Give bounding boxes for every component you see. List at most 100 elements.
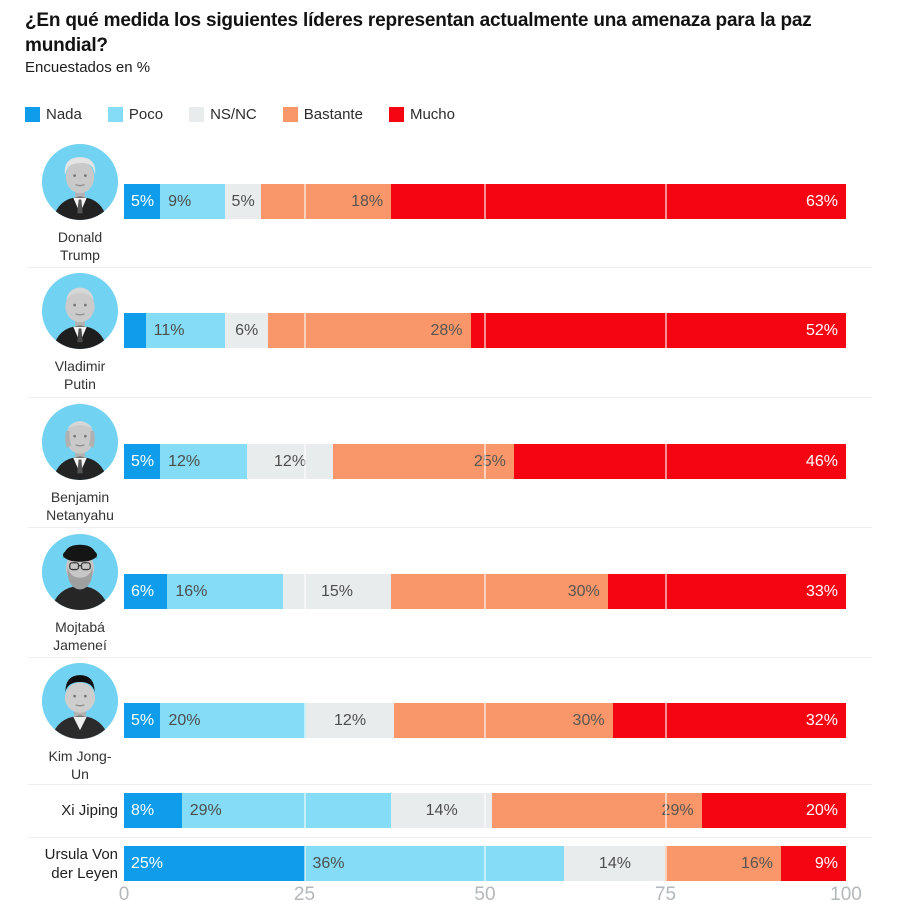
segment-nada: 5% [124,184,161,219]
person-portrait-icon [41,403,119,481]
segment-nada: 5% [124,703,161,738]
segment-poco: 16% [167,574,283,609]
gridline-75 [664,846,667,881]
segment-ns-nc: 6% [225,313,269,348]
segment-bastante: 29% [492,793,702,828]
gridline-75 [664,184,667,219]
value-label-bastante: 30% [567,582,600,600]
row-label-vladimir-putin: Vladimir Putin [54,358,106,392]
bar-vladimir-putin: 11% 6% 28% 52% [124,313,846,348]
person-portrait-icon [41,143,119,221]
portrait-benjamin-netanyahu [41,403,119,481]
segment-mucho: 9% [781,846,846,881]
value-label-bastante: 28% [430,321,463,339]
segment-nada: 5% [124,444,161,479]
value-label-poco: 11% [153,321,185,339]
segment-bastante: 25% [333,444,514,479]
value-label-nada: 5% [131,452,155,470]
row-label-ursula-von-der-leyen: Ursula Von der Leyen [44,846,118,882]
row-divider [28,837,872,838]
segment-mucho: 46% [513,444,846,479]
segment-nada: 6% [124,574,168,609]
x-tick-25: 25 [293,884,316,905]
value-label-mucho: 63% [805,192,838,210]
value-label-nada: 5% [131,192,155,210]
value-label-bastante: 16% [740,854,773,872]
segment-poco: 36% [304,846,565,881]
segment-ns-nc: 12% [246,444,334,479]
value-label-ns-nc: 14% [425,801,458,819]
value-label-bastante: 25% [473,452,506,470]
value-label-poco: 29% [189,801,222,819]
row-divider [28,527,872,528]
value-label-nada: 8% [131,801,155,819]
gridline-50 [484,184,486,219]
legend-label: Bastante [303,106,363,123]
legend-label: Nada [46,106,82,123]
value-label-nada: 6% [131,582,155,600]
gridline-25 [303,313,306,348]
segment-poco: 9% [160,184,226,219]
row-divider [28,267,872,268]
x-tick-100: 100 [830,884,862,905]
person-portrait-icon [41,272,119,350]
value-label-nada: 5% [131,711,155,729]
segment-mucho: 20% [701,793,846,828]
portrait-mojtaba-jamenei [41,533,119,611]
legend-label: NS/NC [210,106,257,123]
segment-ns-nc: 14% [391,793,493,828]
bar-mojtab-jamene-: 6% 16% 15% 30% 33% [124,574,846,609]
segment-ns-nc: 5% [225,184,262,219]
bar-donald-trump: 5% 9% 5% 18% 63% [124,184,846,219]
segment-poco: 11% [145,313,226,348]
segment-bastante: 30% [393,703,613,738]
gridline-25 [303,703,306,738]
row-label-benjamin-netanyahu: Benjamin Netanyahu [46,489,114,523]
row-divider [28,397,872,398]
value-label-mucho: 52% [805,321,838,339]
gridline-50 [484,793,486,828]
gridline-50 [484,313,486,348]
gridline-75 [664,793,667,828]
value-label-bastante: 29% [661,801,694,819]
gridline-50 [484,444,486,479]
legend-swatch-bastante [282,107,298,122]
row-divider [28,784,872,785]
legend: Nada Poco NS/NC Bastante Mucho [25,106,455,123]
gridline-50 [484,574,486,609]
gridline-25 [303,846,306,881]
segment-ns-nc: 12% [306,703,394,738]
gridline-25 [303,184,306,219]
gridline-75 [664,574,667,609]
value-label-poco: 20% [168,711,201,729]
x-tick-50: 50 [474,884,496,905]
segment-mucho: 52% [470,313,846,348]
legend-swatch-nada [25,107,40,122]
value-label-mucho: 46% [805,452,838,470]
row-divider [28,657,872,658]
bar-ursula-von-der-leyen: 25% 36% 14% 16% 9% [124,846,846,881]
gridline-25 [303,793,306,828]
gridline-75 [664,703,667,738]
value-label-ns-nc: 14% [598,854,631,872]
legend-item-bastante: Bastante [282,106,363,123]
gridline-25 [303,574,306,609]
value-label-ns-nc: 6% [235,321,259,339]
value-label-poco: 9% [168,192,192,210]
legend-item-ns-nc: NS/NC [189,106,257,123]
legend-item-poco: Poco [107,106,163,123]
portrait-kim-jong-un [41,662,119,740]
value-label-ns-nc: 15% [320,582,353,600]
gridline-25 [303,444,306,479]
gridline-50 [484,703,486,738]
legend-item-nada: Nada [25,106,82,123]
legend-swatch-poco [107,107,123,122]
segment-nada: 8% [124,793,182,828]
legend-label: Mucho [409,106,455,123]
chart-title: ¿En qué medida los siguientes líderes re… [25,10,812,56]
gridline-75 [664,444,667,479]
bar-benjamin-netanyahu: 5% 12% 12% 25% 46% [124,444,846,479]
legend-swatch-ns-nc [189,107,205,122]
person-portrait-icon [41,533,119,611]
